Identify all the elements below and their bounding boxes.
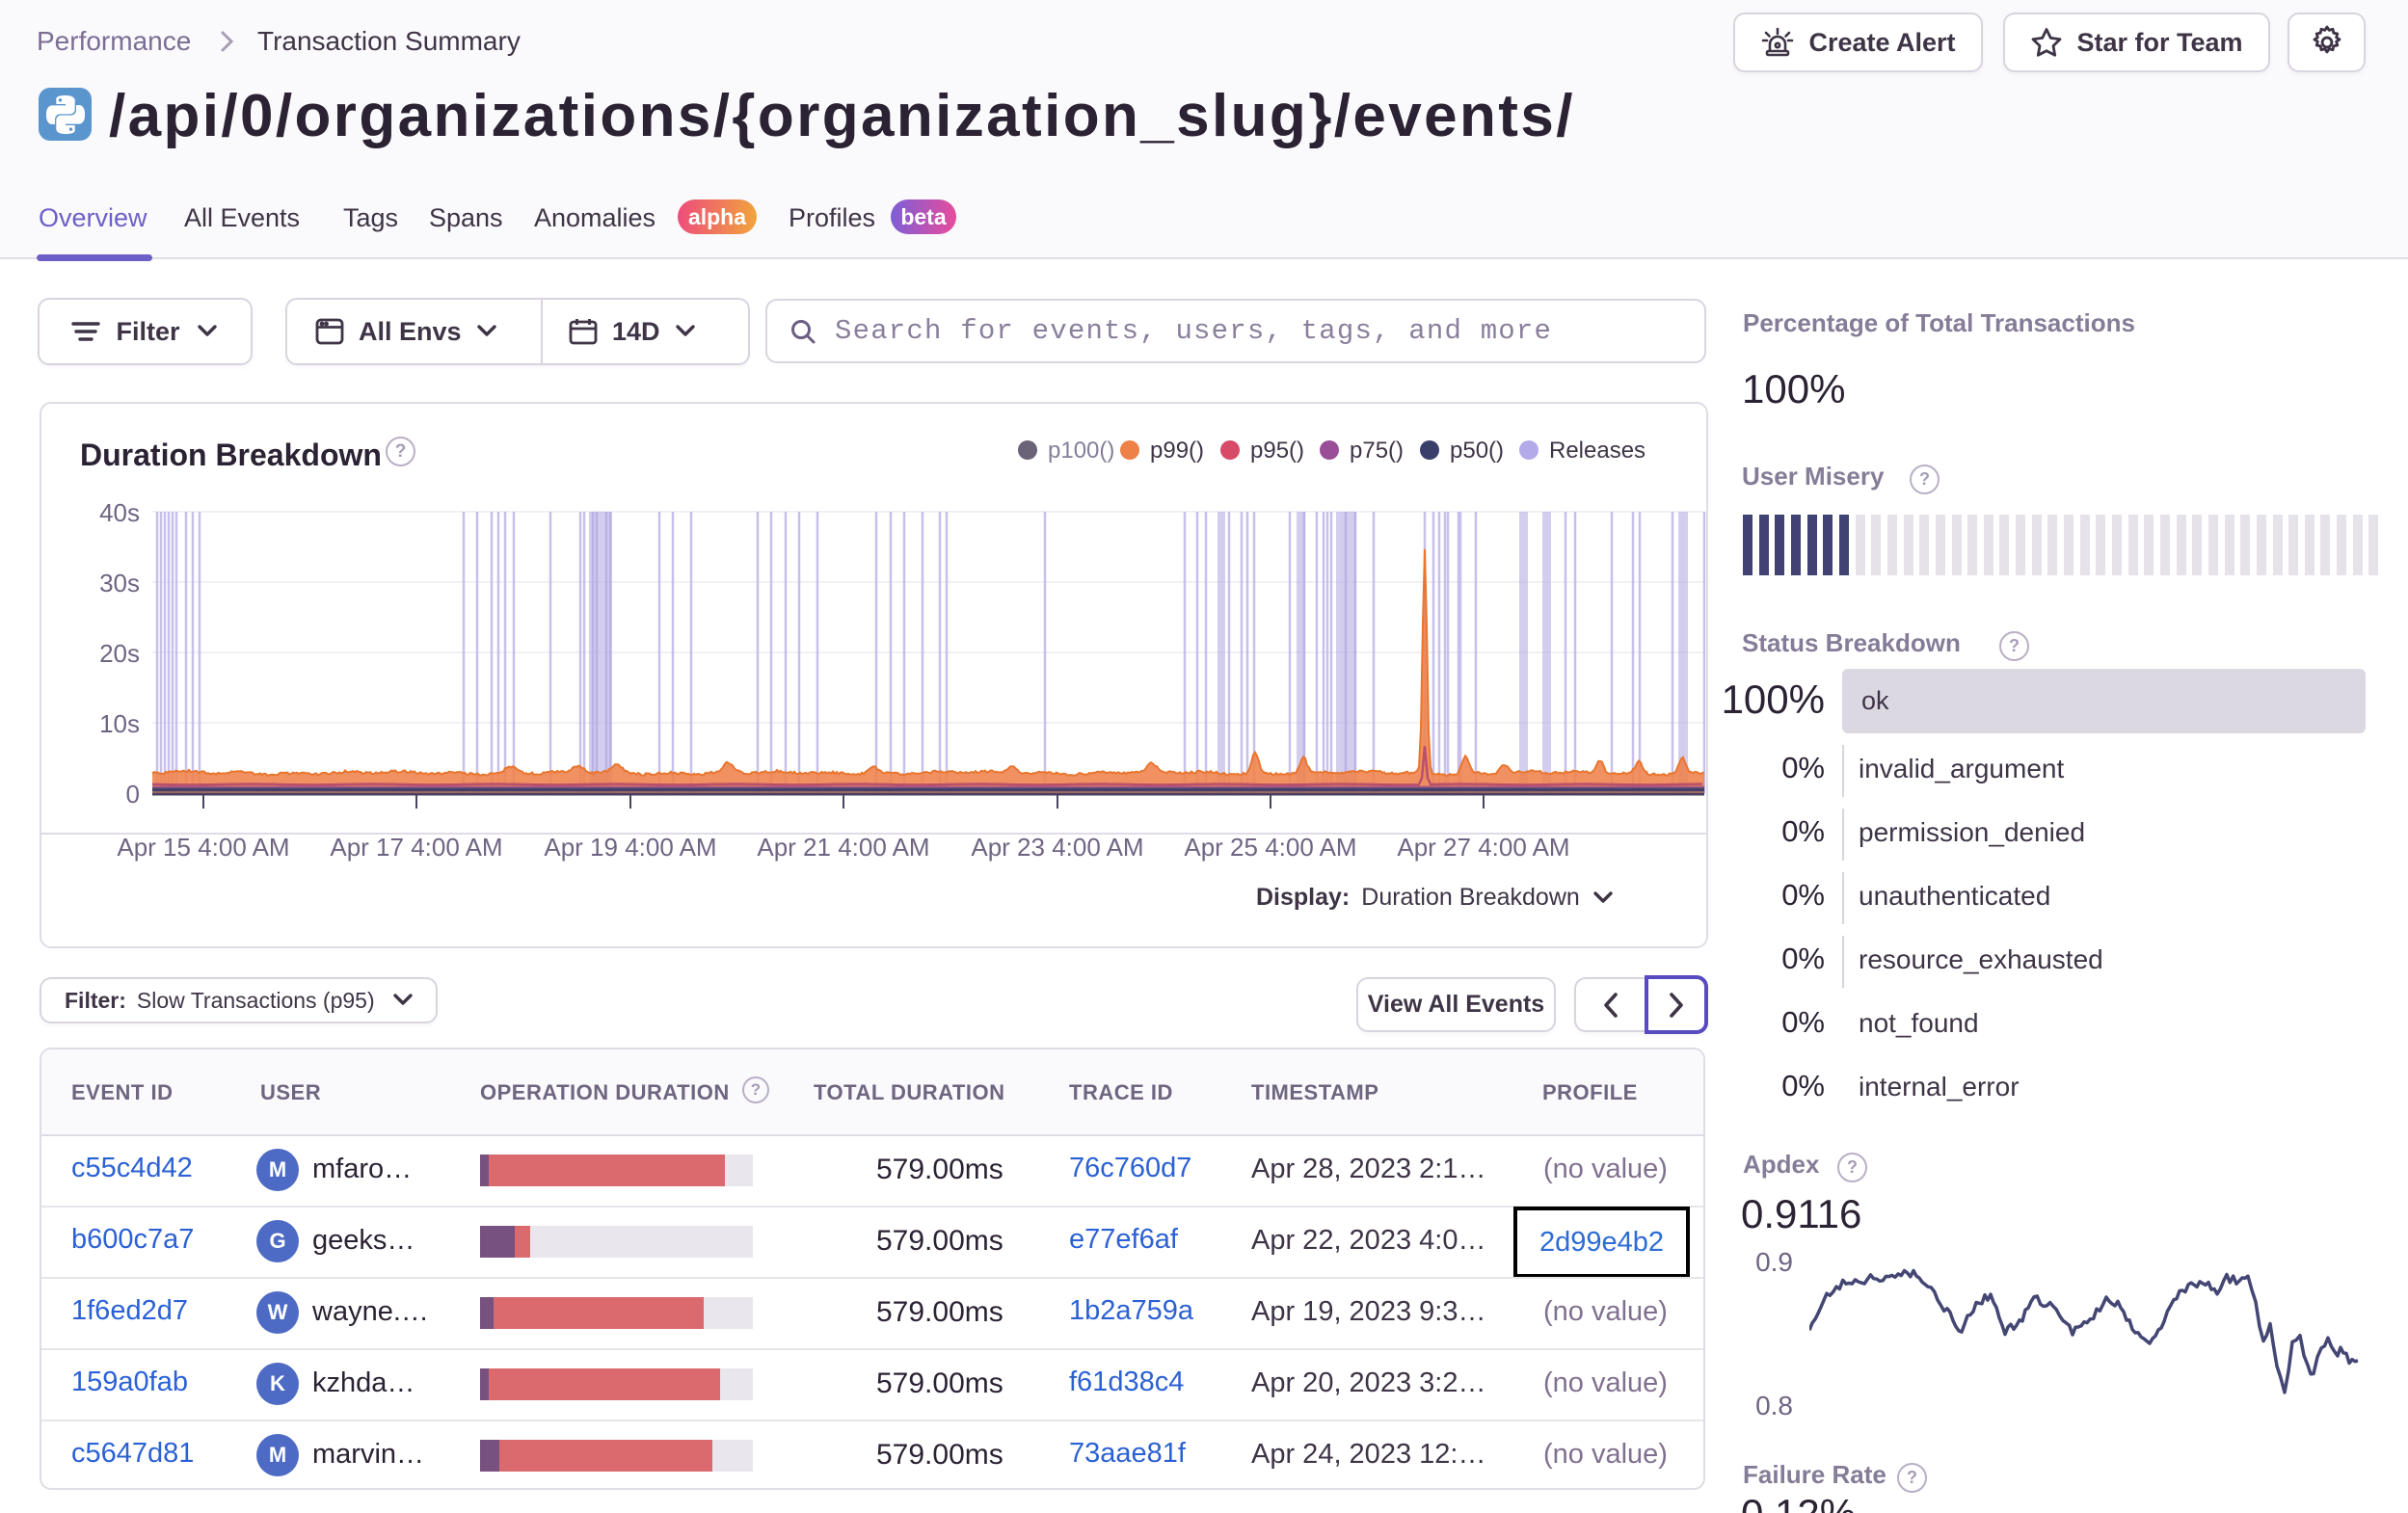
svg-text:Apr 21 4:00 AM: Apr 21 4:00 AM — [757, 833, 929, 862]
svg-text:Apr 15 4:00 AM: Apr 15 4:00 AM — [117, 833, 289, 862]
svg-text:40s: 40s — [99, 498, 140, 527]
svg-text:20s: 20s — [99, 639, 140, 668]
svg-text:Apr 25 4:00 AM: Apr 25 4:00 AM — [1184, 833, 1356, 862]
svg-text:0: 0 — [126, 780, 140, 809]
svg-text:10s: 10s — [99, 709, 140, 738]
svg-text:30s: 30s — [99, 569, 140, 597]
svg-text:Apr 23 4:00 AM: Apr 23 4:00 AM — [971, 833, 1143, 862]
svg-text:Apr 27 4:00 AM: Apr 27 4:00 AM — [1397, 833, 1569, 862]
svg-text:Apr 17 4:00 AM: Apr 17 4:00 AM — [330, 833, 502, 862]
svg-text:Apr 19 4:00 AM: Apr 19 4:00 AM — [544, 833, 716, 862]
